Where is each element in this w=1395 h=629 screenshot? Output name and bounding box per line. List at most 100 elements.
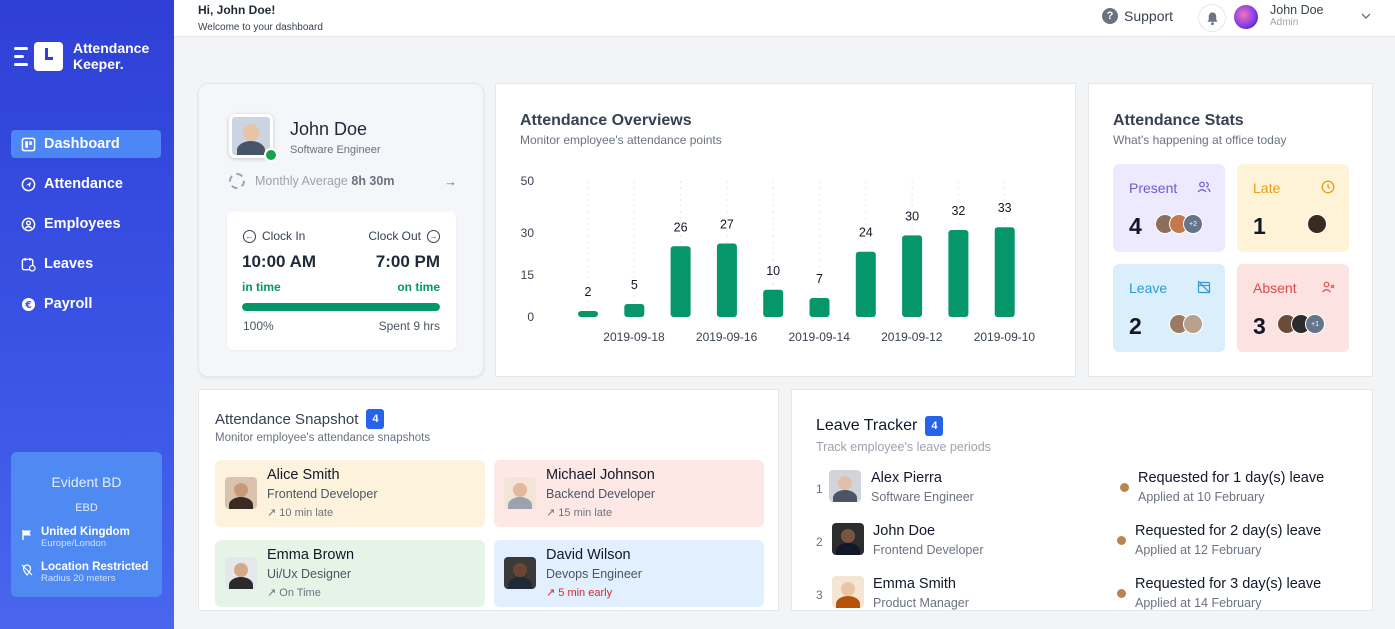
leave-row[interactable]: 3 Emma Smith Product Manager Requested f…	[816, 574, 1356, 614]
user-avatar[interactable]	[1234, 5, 1258, 29]
chart-bar	[716, 243, 737, 317]
clock-in-time: 10:00 AM	[242, 252, 317, 271]
sidebar-item-payroll[interactable]: € Payroll	[11, 290, 161, 318]
tracker-count-badge: 4	[925, 416, 944, 436]
flag-icon	[22, 530, 31, 540]
chart-y-tick: 15	[521, 268, 535, 282]
support-button[interactable]: ? Support	[1102, 8, 1173, 24]
org-code: EBD	[75, 502, 98, 514]
sidebar-item-label: Employees	[44, 216, 121, 232]
stat-absent-count: 3	[1253, 313, 1266, 339]
snapshot-item[interactable]: Alice Smith Frontend Developer ↗ 10 min …	[215, 460, 485, 527]
stat-present[interactable]: Present 4 +2	[1113, 164, 1225, 252]
avatar	[1183, 314, 1203, 334]
stat-late[interactable]: Late 1	[1237, 164, 1349, 252]
leave-name: John Doe	[873, 523, 936, 539]
status-dot	[1120, 483, 1129, 492]
leave-role: Software Engineer	[871, 490, 974, 504]
leave-row[interactable]: 1 Alex Pierra Software Engineer Requeste…	[816, 468, 1356, 508]
snapshot-item[interactable]: Michael Johnson Backend Developer ↗ 15 m…	[494, 460, 764, 527]
snapshot-time: ↗ 10 min late	[267, 507, 334, 519]
location-off-icon	[21, 564, 33, 576]
avatar	[504, 477, 536, 509]
monthly-average-row[interactable]: Monthly Average 8h 30m →	[229, 173, 457, 189]
tracker-title: Leave Tracker 4	[816, 416, 944, 436]
organization-card: Evident BD EBD United Kingdom Europe/Lon…	[11, 452, 162, 597]
sidebar-item-dashboard[interactable]: Dashboard	[11, 130, 161, 158]
chart-y-tick: 30	[521, 226, 535, 240]
user-role: Admin	[1270, 17, 1299, 28]
leave-name: Emma Smith	[873, 576, 956, 592]
app-name-line1: Attendance	[73, 40, 150, 56]
chart-data-label: 5	[631, 278, 638, 292]
chart-x-tick: 2019-09-14	[789, 330, 851, 344]
sidebar-item-attendance[interactable]: Attendance	[11, 170, 161, 198]
user-circle-icon	[21, 217, 36, 232]
clock-logo-icon	[34, 41, 63, 71]
chart-bar	[948, 229, 969, 317]
arrow-right-icon[interactable]: →	[444, 173, 457, 189]
chart-x-tick: 2019-09-12	[881, 330, 943, 344]
org-radius: Radius 20 meters	[41, 573, 116, 584]
greeting: Hi, John Doe! Welcome to your dashboard	[198, 3, 323, 35]
avatar	[504, 557, 536, 589]
chart-bar	[902, 235, 923, 317]
clock-out-status: on time	[397, 280, 440, 294]
monthly-average-label: Monthly Average	[255, 174, 348, 188]
euro-coin-icon: €	[21, 297, 36, 312]
app-name: Attendance Keeper.	[73, 40, 149, 72]
org-name: Evident BD	[51, 474, 122, 490]
spent-label: Spent 9 hrs	[378, 319, 440, 333]
snapshot-item[interactable]: Emma Brown Ui/Ux Designer ↗ On Time	[215, 540, 485, 607]
stat-leave-label: Leave	[1129, 280, 1168, 296]
clock-out-label: Clock Out →	[368, 229, 440, 243]
leave-role: Frontend Developer	[873, 543, 984, 557]
org-location: United Kingdom Europe/London	[21, 526, 152, 549]
leave-index: 3	[816, 588, 823, 602]
chart-x-tick: 2019-09-10	[974, 330, 1036, 344]
sidebar-item-leaves[interactable]: Leaves	[11, 250, 161, 278]
stat-absent[interactable]: Absent 3 +1	[1237, 264, 1349, 352]
attendance-overview-card: Attendance Overviews Monitor employee's …	[495, 83, 1076, 377]
clock-in-icon: ←	[243, 229, 256, 243]
snapshot-role: Backend Developer	[546, 487, 656, 501]
snapshot-item[interactable]: David Wilson Devops Engineer ↗ 5 min ear…	[494, 540, 764, 607]
leave-row[interactable]: 2 John Doe Frontend Developer Requested …	[816, 521, 1356, 561]
chart-y-tick: 0	[527, 310, 534, 324]
attendance-stats-card: Attendance Stats What's happening at off…	[1088, 83, 1373, 377]
notifications-button[interactable]	[1198, 4, 1226, 32]
sidebar-item-label: Leaves	[44, 256, 94, 272]
calendar-off-icon	[1197, 280, 1211, 294]
snapshot-role: Ui/Ux Designer	[267, 567, 352, 581]
chart-x-tick: 2019-09-16	[696, 330, 758, 344]
clock-in-label-text: Clock In	[262, 229, 306, 243]
more-count: +1	[1305, 314, 1325, 334]
overview-title: Attendance Overviews	[520, 112, 692, 129]
svg-text:€: €	[24, 299, 32, 310]
sidebar-item-label: Payroll	[44, 296, 93, 312]
user-menu[interactable]: John Doe Admin	[1270, 3, 1324, 28]
greeting-title: Hi, John Doe!	[198, 3, 276, 17]
stat-present-count: 4	[1129, 213, 1142, 239]
overview-subtitle: Monitor employee's attendance points	[520, 133, 722, 147]
snapshot-time: ↗ On Time	[267, 587, 321, 599]
clock-box: ← Clock In Clock Out → 10:00 AM 7:00 PM …	[227, 212, 456, 350]
snapshot-role: Frontend Developer	[267, 487, 378, 501]
leave-applied: Applied at 10 February	[1138, 490, 1265, 504]
absent-avatars: +1	[1277, 314, 1325, 334]
sidebar-item-label: Attendance	[44, 176, 123, 192]
profile-name: John Doe	[290, 119, 368, 139]
stats-subtitle: What's happening at office today	[1113, 133, 1287, 147]
online-status-dot	[264, 148, 278, 162]
app-name-line2: Keeper.	[73, 56, 124, 72]
status-dot	[1117, 536, 1126, 545]
work-progress-bar	[242, 303, 440, 311]
leave-request: Requested for 3 day(s) leave	[1135, 576, 1322, 592]
leave-index: 2	[816, 535, 823, 549]
app-logo[interactable]: Attendance Keeper.	[14, 40, 149, 72]
stat-leave[interactable]: Leave 2	[1113, 264, 1225, 352]
avatar	[832, 576, 864, 608]
sidebar-item-employees[interactable]: Employees	[11, 210, 161, 238]
chevron-down-icon[interactable]	[1360, 10, 1372, 22]
